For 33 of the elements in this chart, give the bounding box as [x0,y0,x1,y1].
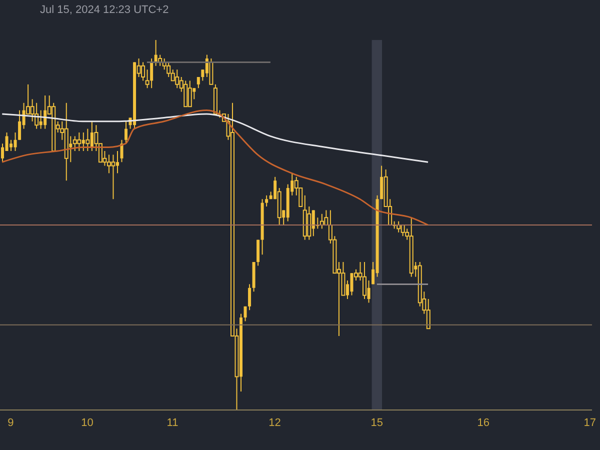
candlestick [175,69,180,89]
candlestick [106,154,111,174]
candlestick [256,239,260,266]
candlestick [124,120,128,144]
candlestick [184,80,188,108]
candlestick [188,80,192,108]
x-tick-label: 9 [8,416,14,429]
candlestick [120,139,124,163]
x-tick-label: 15 [370,416,384,429]
x-tick-label: 10 [81,416,94,429]
x-tick-label: 16 [477,416,490,429]
candlestick [166,62,171,78]
candlestick [18,110,22,140]
candlestick [196,76,200,89]
candlestick [72,136,77,152]
text: Jul 15, 2024 12:23 UTC+2 [40,4,169,16]
candlestick [77,132,82,152]
candlestick [244,306,247,322]
x-tick-label: 11 [166,416,178,429]
candlestick [265,194,268,207]
candlestick [324,210,328,226]
candlestick [14,132,17,152]
candlestick [426,298,430,330]
candlestick [362,262,367,300]
candlestick [10,139,13,152]
candlestick [248,284,252,311]
candlestick [307,206,312,240]
x-tick-label: 12 [268,416,281,429]
candlestick [86,128,90,152]
candlestick [209,58,214,85]
candlestick [111,154,116,200]
candlestick [141,62,146,82]
x-tick-label: 17 [584,416,596,429]
